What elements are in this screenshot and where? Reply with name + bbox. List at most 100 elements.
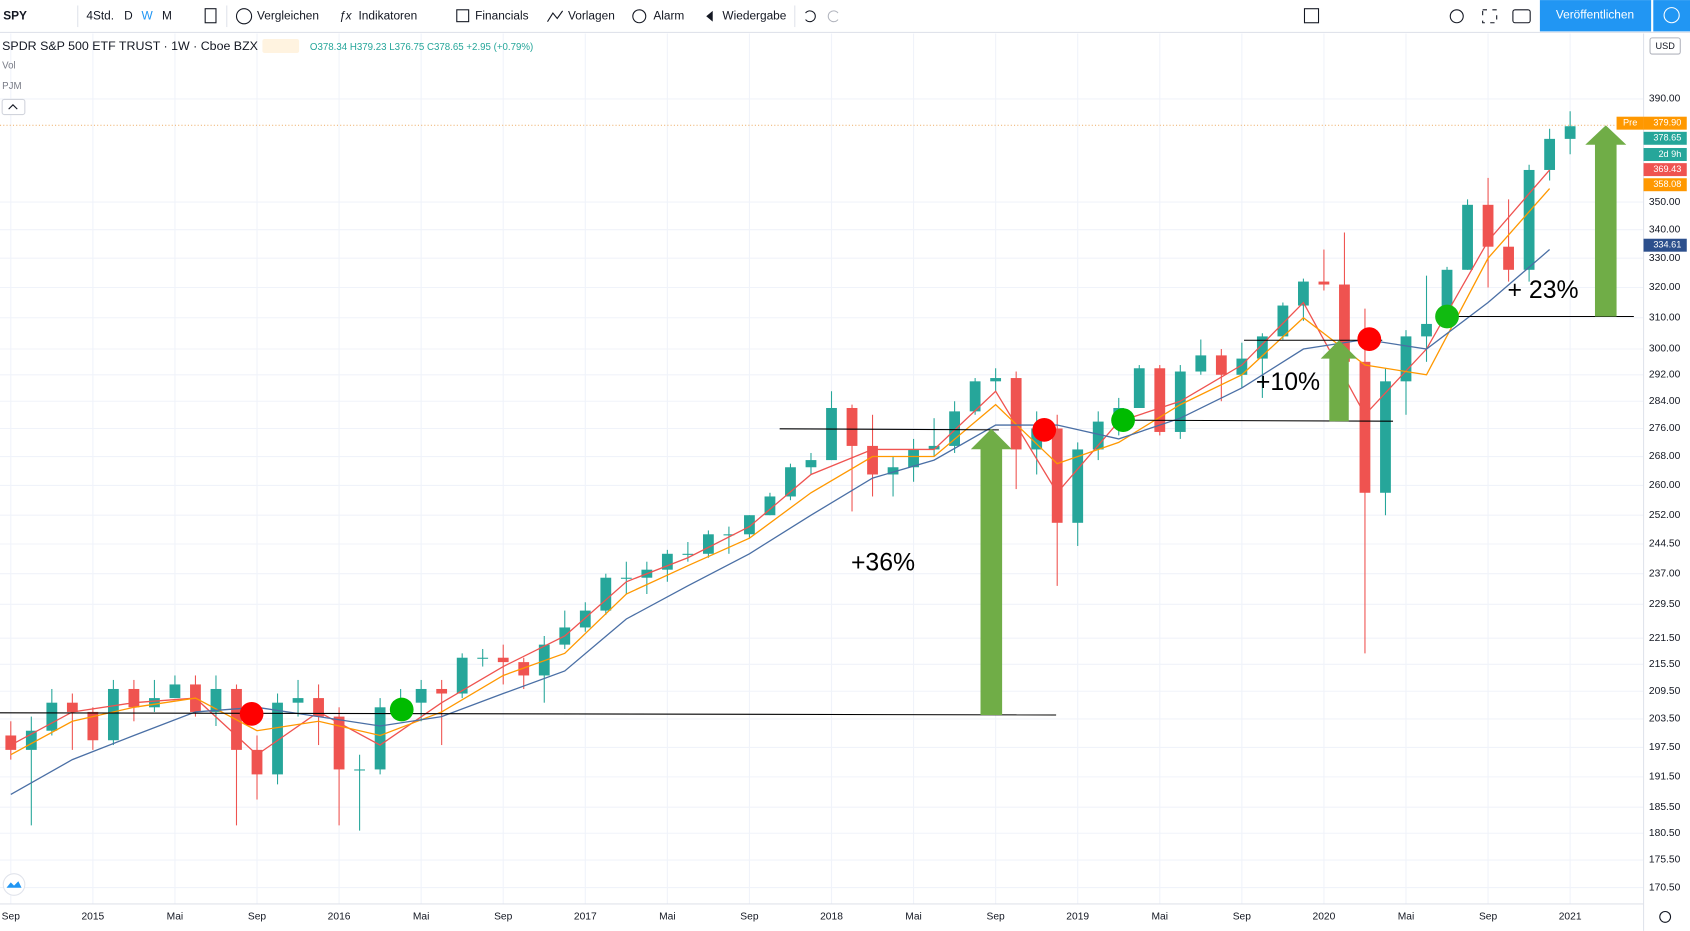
support-line bbox=[779, 428, 999, 431]
y-tick-label: 209.50 bbox=[1649, 686, 1681, 697]
compare-button[interactable]: Vergleichen bbox=[257, 8, 319, 22]
play-icon bbox=[1663, 7, 1680, 24]
axes: 390.00 350.00 340.00 330.00 320.00 310.00 300.… bbox=[2, 94, 1681, 923]
symbol[interactable]: SPY bbox=[3, 8, 27, 22]
collapse-button[interactable] bbox=[1, 98, 26, 116]
candle-body bbox=[107, 688, 119, 741]
y-tick-label: 252.00 bbox=[1649, 510, 1681, 521]
y-tick-label: 185.50 bbox=[1649, 802, 1681, 813]
price-tag-label: 379.90 bbox=[1653, 118, 1681, 128]
candle-body bbox=[661, 553, 673, 570]
undo-icon[interactable] bbox=[805, 10, 816, 23]
play-button[interactable] bbox=[1653, 0, 1690, 32]
candle-body bbox=[1072, 449, 1084, 523]
axis-settings[interactable] bbox=[1659, 910, 1672, 923]
candle-body bbox=[805, 460, 817, 468]
candle-body bbox=[826, 407, 837, 461]
y-tick-label: 300.00 bbox=[1649, 344, 1681, 355]
interval[interactable]: D bbox=[124, 8, 133, 22]
legend-title: SPDR S&P 500 ETF TRUST · 1W · Cboe BZX bbox=[2, 39, 259, 53]
x-tick-label: Mai bbox=[905, 912, 922, 923]
candle-body bbox=[210, 688, 222, 712]
candle-body bbox=[928, 445, 940, 450]
snapshot-icon[interactable] bbox=[1512, 9, 1531, 24]
price-tag-label: 378.65 bbox=[1653, 133, 1681, 143]
candle-body bbox=[1441, 269, 1453, 324]
alarm-button[interactable]: Alarm bbox=[653, 8, 684, 22]
candle-body bbox=[682, 553, 694, 555]
chart-type-icon[interactable] bbox=[204, 8, 217, 24]
price-tag bbox=[1643, 163, 1687, 177]
y-tick-label: 284.00 bbox=[1649, 396, 1681, 407]
interval[interactable]: M bbox=[162, 8, 172, 22]
moving-average bbox=[10, 188, 1551, 756]
buy-dot bbox=[1111, 408, 1135, 433]
financials-button[interactable]: Financials bbox=[475, 8, 528, 22]
x-tick-label: 2015 bbox=[81, 912, 104, 923]
y-tick-label: 229.50 bbox=[1649, 599, 1681, 610]
redo-icon[interactable] bbox=[827, 10, 839, 23]
y-tick-label: 215.50 bbox=[1649, 659, 1681, 670]
fullscreen-icon[interactable] bbox=[1482, 9, 1498, 24]
layout-icon[interactable] bbox=[1303, 8, 1320, 24]
candle-body bbox=[1544, 138, 1556, 170]
candle-body bbox=[477, 657, 489, 659]
price-tag bbox=[1643, 238, 1687, 252]
sell-dot bbox=[239, 701, 264, 726]
y-tick-label: 320.00 bbox=[1649, 282, 1681, 293]
y-tick-label: 390.00 bbox=[1649, 94, 1681, 105]
price-tag-label: 2d 9h bbox=[1658, 149, 1681, 159]
legend-ohlc: O378.34 H379.23 L376.75 C378.65 +2.95 (+… bbox=[310, 42, 533, 53]
indicator-icon: ƒx bbox=[339, 8, 353, 22]
alarm-icon bbox=[632, 9, 647, 24]
annotations: +36% +10% + 23% bbox=[0, 125, 1634, 726]
y-tick-label: 340.00 bbox=[1649, 224, 1681, 235]
toolbar bbox=[0, 0, 1690, 33]
candle-body bbox=[149, 698, 160, 708]
candle-body bbox=[415, 688, 427, 703]
candle-body bbox=[497, 657, 509, 663]
y-tick-label: 350.00 bbox=[1649, 197, 1681, 208]
candle-body bbox=[1010, 378, 1022, 450]
interval[interactable]: 4Std. bbox=[86, 8, 114, 22]
y-tick-label: 203.50 bbox=[1649, 714, 1681, 725]
templates-button[interactable]: Vorlagen bbox=[568, 8, 615, 22]
candle-body bbox=[1277, 305, 1289, 337]
replay-button[interactable]: Wiedergabe bbox=[722, 8, 786, 22]
x-tick-label: Sep bbox=[248, 912, 267, 923]
y-tick-label: 260.00 bbox=[1649, 480, 1681, 491]
price-tag bbox=[1643, 116, 1687, 130]
publish-label: Veröffentlichen bbox=[1556, 7, 1634, 21]
candle-body bbox=[456, 657, 468, 694]
candle-body bbox=[620, 577, 632, 579]
candle-body bbox=[1482, 204, 1494, 247]
x-tick-label: 2020 bbox=[1313, 912, 1336, 923]
support-line bbox=[0, 712, 1057, 716]
candle-body bbox=[313, 698, 324, 717]
legend-indicator: PJM bbox=[2, 81, 21, 92]
settings-icon[interactable] bbox=[1449, 9, 1464, 24]
candle-body bbox=[251, 749, 263, 775]
candle-body bbox=[272, 702, 283, 775]
templates-icon bbox=[547, 10, 564, 22]
candle-body bbox=[1462, 204, 1473, 270]
x-tick-label: Sep bbox=[1479, 912, 1498, 923]
x-tick-label: Mai bbox=[1398, 912, 1415, 923]
currency-box[interactable] bbox=[1649, 37, 1681, 55]
compare-icon[interactable] bbox=[235, 8, 253, 25]
publish-button[interactable] bbox=[1539, 0, 1652, 32]
candle-body bbox=[128, 688, 140, 708]
x-tick-label: Sep bbox=[1233, 912, 1252, 923]
indicators-button[interactable]: Indikatoren bbox=[359, 8, 418, 22]
session-icon bbox=[262, 38, 300, 53]
sell-dot bbox=[1032, 417, 1057, 442]
x-tick-label: 2018 bbox=[820, 912, 843, 923]
candle-body bbox=[1298, 281, 1309, 306]
candle-body bbox=[1421, 323, 1432, 337]
buy-dot bbox=[389, 697, 414, 722]
x-tick-label: Sep bbox=[494, 912, 513, 923]
interval-active[interactable]: W bbox=[141, 8, 153, 22]
pre-label: Pre bbox=[1623, 118, 1637, 128]
logo-mark bbox=[6, 881, 22, 888]
